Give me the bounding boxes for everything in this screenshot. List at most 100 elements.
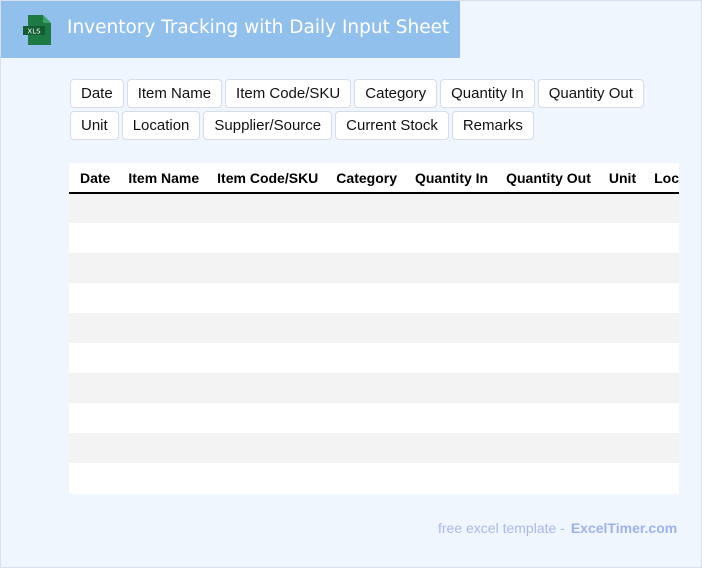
table-cell[interactable] — [495, 403, 598, 433]
field-tag[interactable]: Category — [354, 79, 438, 108]
table-cell[interactable] — [69, 313, 118, 343]
table-cell[interactable] — [404, 223, 495, 253]
table-cell[interactable] — [404, 403, 495, 433]
table-cell[interactable] — [495, 223, 598, 253]
table-cell[interactable] — [325, 193, 404, 223]
table-cell[interactable] — [598, 463, 643, 493]
table-cell[interactable] — [597, 313, 644, 343]
table-cell[interactable] — [69, 223, 117, 253]
table-cell[interactable] — [643, 463, 679, 493]
table-row — [69, 373, 679, 403]
table-cell[interactable] — [643, 433, 679, 463]
table-cell[interactable] — [206, 193, 326, 223]
table-cell[interactable] — [206, 463, 325, 493]
table-cell[interactable] — [325, 373, 404, 403]
table-cell[interactable] — [117, 403, 206, 433]
table-cell[interactable] — [643, 223, 679, 253]
table-cell[interactable] — [598, 223, 643, 253]
table-cell[interactable] — [495, 313, 598, 343]
field-tag-list: Date Item Name Item Code/SKU Category Quanti… — [70, 79, 690, 140]
table-cell[interactable] — [206, 223, 325, 253]
table-cell[interactable] — [117, 463, 206, 493]
table-row — [69, 433, 679, 463]
table-cell[interactable] — [117, 343, 206, 373]
table-cell[interactable] — [404, 283, 495, 313]
table-cell[interactable] — [206, 283, 325, 313]
table-cell[interactable] — [495, 463, 598, 493]
field-tag[interactable]: Unit — [70, 111, 119, 140]
table-cell[interactable] — [117, 253, 207, 283]
table-cell[interactable] — [325, 223, 404, 253]
field-tag[interactable]: Remarks — [451, 111, 534, 140]
table-cell[interactable] — [597, 193, 644, 223]
table-cell[interactable] — [69, 283, 117, 313]
table-cell[interactable] — [643, 403, 679, 433]
table-cell[interactable] — [597, 253, 644, 283]
table-cell[interactable] — [495, 193, 598, 223]
table-cell[interactable] — [325, 343, 404, 373]
table-cell[interactable] — [69, 463, 117, 493]
table-cell[interactable] — [643, 283, 679, 313]
table-cell[interactable] — [643, 343, 679, 373]
table-cell[interactable] — [495, 373, 598, 403]
table-cell[interactable] — [598, 283, 643, 313]
column-header: Item Name — [117, 163, 207, 194]
field-tag[interactable]: Quantity Out — [537, 79, 644, 108]
table-cell[interactable] — [643, 373, 679, 403]
table-cell[interactable] — [206, 403, 325, 433]
table-cell[interactable] — [403, 433, 496, 463]
table-cell[interactable] — [404, 343, 495, 373]
table-cell[interactable] — [325, 253, 404, 283]
table-cell[interactable] — [403, 313, 496, 343]
table-cell[interactable] — [325, 433, 404, 463]
field-tag[interactable]: Supplier/Source — [203, 111, 333, 140]
table-cell[interactable] — [206, 373, 326, 403]
table-cell[interactable] — [117, 283, 206, 313]
table-cell[interactable] — [69, 373, 118, 403]
table-cell[interactable] — [403, 193, 496, 223]
table-cell[interactable] — [598, 403, 643, 433]
table-cell[interactable] — [495, 253, 598, 283]
table-cell[interactable] — [643, 313, 679, 343]
table-cell[interactable] — [117, 313, 207, 343]
table-cell[interactable] — [206, 313, 326, 343]
table-cell[interactable] — [643, 193, 679, 223]
column-header: Category — [325, 163, 404, 194]
table-cell[interactable] — [597, 433, 644, 463]
table-cell[interactable] — [69, 433, 118, 463]
table-cell[interactable] — [206, 343, 325, 373]
column-header: Quantity Out — [495, 163, 598, 194]
table-cell[interactable] — [69, 253, 118, 283]
field-tag[interactable]: Item Name — [126, 79, 223, 108]
table-cell[interactable] — [403, 253, 496, 283]
table-cell[interactable] — [495, 433, 598, 463]
table-cell[interactable] — [495, 343, 598, 373]
table-cell[interactable] — [597, 373, 644, 403]
table-cell[interactable] — [117, 193, 207, 223]
table-cell[interactable] — [404, 463, 495, 493]
field-tag[interactable]: Location — [121, 111, 201, 140]
table-cell[interactable] — [598, 343, 643, 373]
table-cell[interactable] — [325, 313, 404, 343]
table-cell[interactable] — [117, 433, 207, 463]
table-cell[interactable] — [206, 433, 326, 463]
table-cell[interactable] — [643, 253, 679, 283]
table-cell[interactable] — [69, 403, 117, 433]
field-tag[interactable]: Current Stock — [335, 111, 449, 140]
table-cell[interactable] — [403, 373, 496, 403]
table-row — [69, 253, 679, 283]
footer-link[interactable]: ExcelTimer.com — [570, 520, 678, 536]
table-cell[interactable] — [117, 373, 207, 403]
field-tag[interactable]: Date — [70, 79, 124, 108]
table-row — [69, 463, 679, 493]
table-cell[interactable] — [69, 343, 117, 373]
table-cell[interactable] — [69, 193, 118, 223]
table-cell[interactable] — [495, 283, 598, 313]
field-tag[interactable]: Item Code/SKU — [225, 79, 352, 108]
table-cell[interactable] — [325, 463, 404, 493]
field-tag[interactable]: Quantity In — [440, 79, 535, 108]
table-cell[interactable] — [325, 403, 404, 433]
table-cell[interactable] — [117, 223, 206, 253]
table-cell[interactable] — [325, 283, 404, 313]
table-cell[interactable] — [206, 253, 326, 283]
